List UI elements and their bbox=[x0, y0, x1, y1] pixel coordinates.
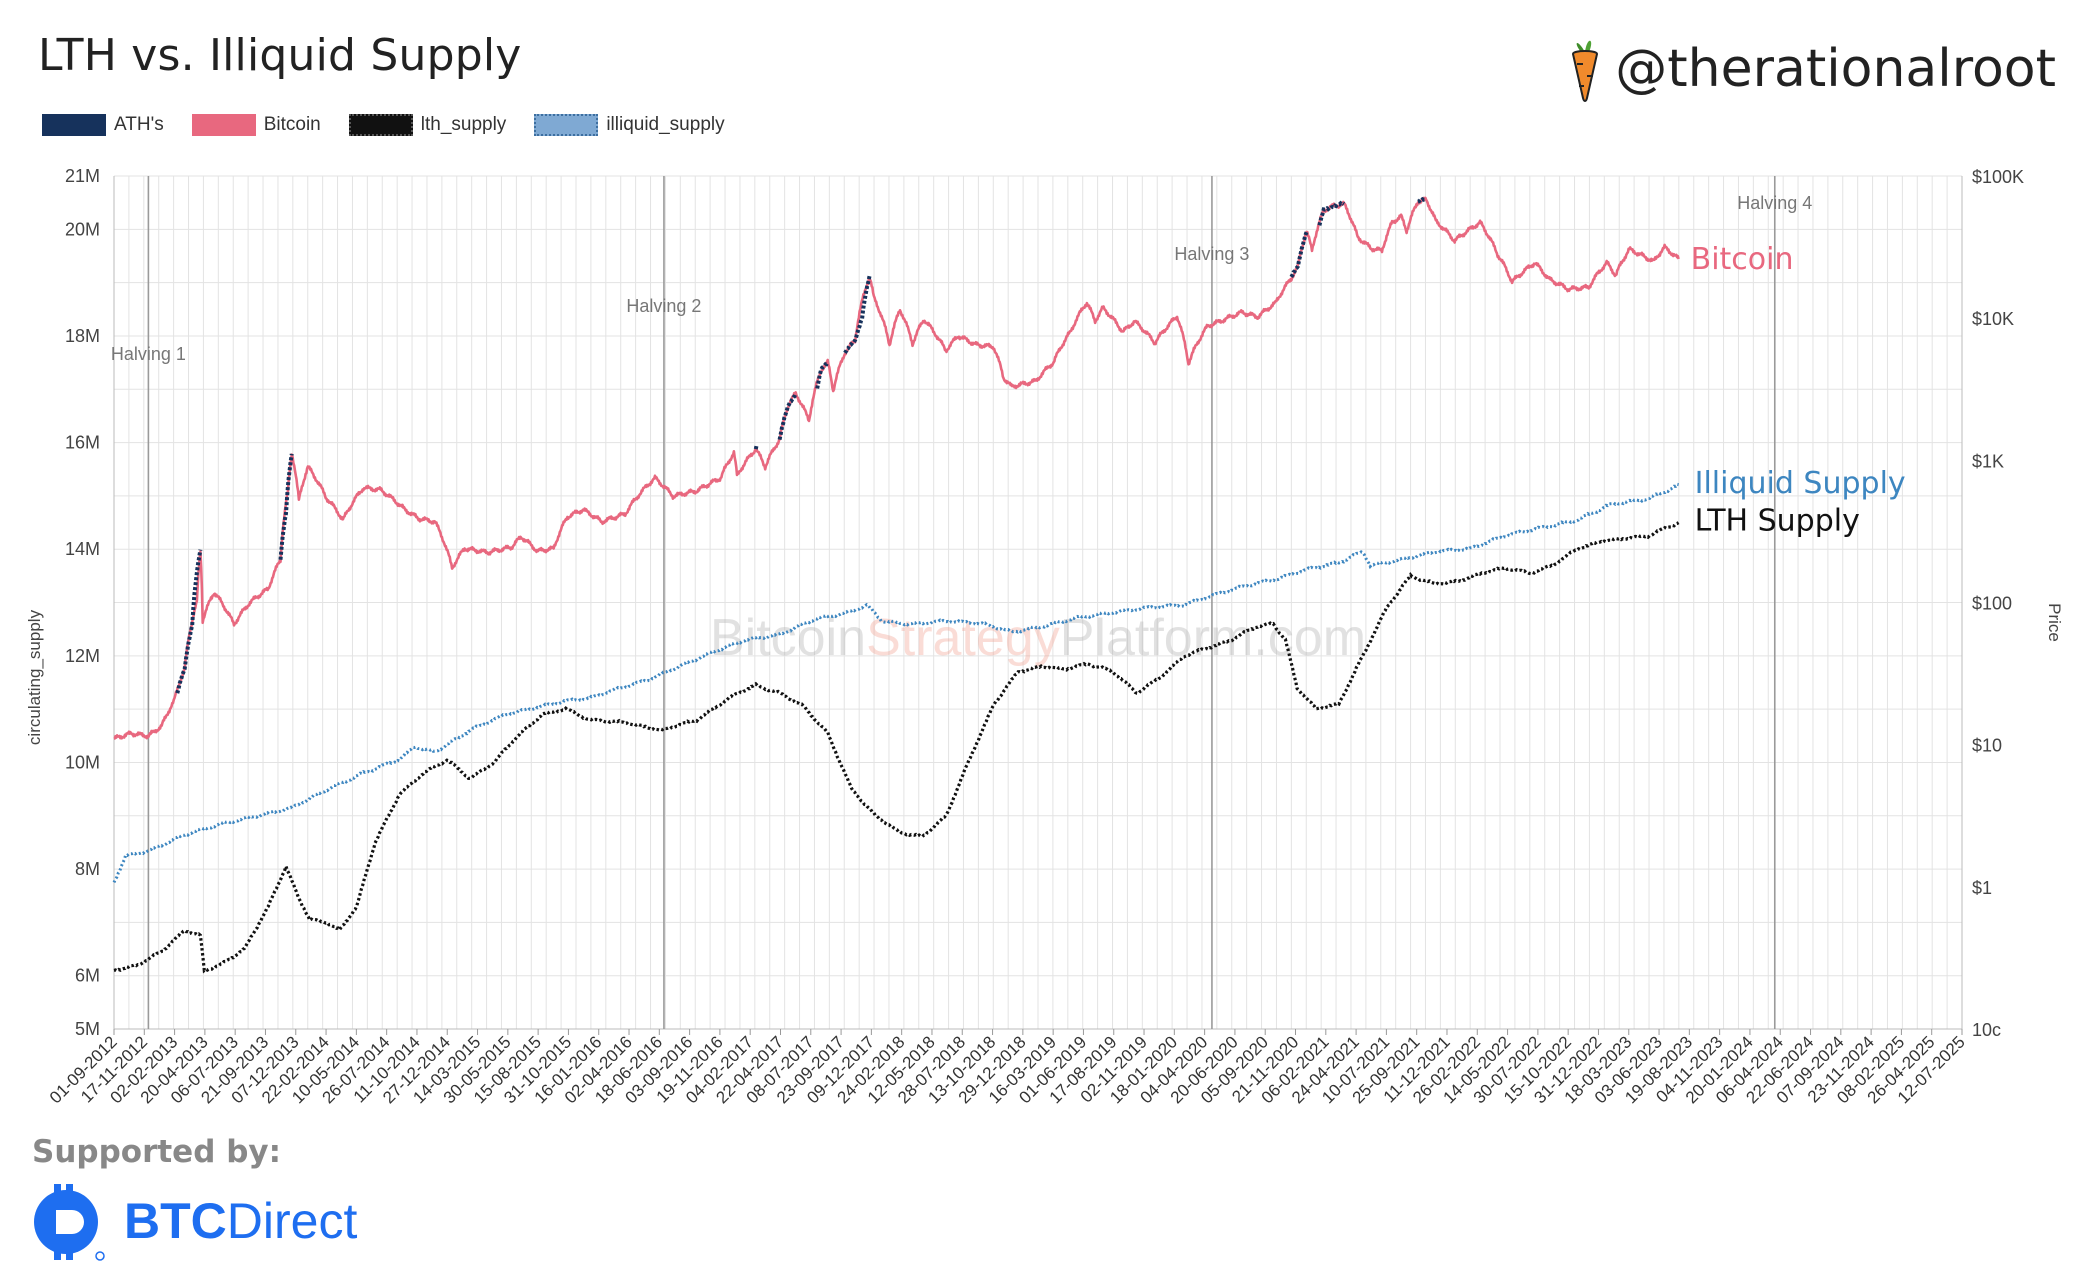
series-line-ath bbox=[1289, 231, 1309, 278]
series-line-ath bbox=[843, 275, 872, 355]
legend-swatch-ath bbox=[42, 114, 106, 136]
legend-label-illiquid-supply: illiquid_supply bbox=[606, 114, 725, 135]
halving-label: Halving 4 bbox=[1737, 193, 1812, 213]
y-left-tick-label: 12M bbox=[65, 646, 100, 666]
brand-name-rest: Direct bbox=[226, 1193, 358, 1249]
y-left-tick-label: 6M bbox=[75, 966, 100, 986]
y-left-tick-label: 18M bbox=[65, 326, 100, 346]
series-end-label-illiquid-supply: Illiquid Supply bbox=[1695, 466, 1906, 501]
y-left-tick-label: 20M bbox=[65, 219, 100, 239]
author-handle: @therationalroot bbox=[1567, 36, 2056, 102]
handle-text: @therationalroot bbox=[1615, 39, 2056, 99]
halving-label: Halving 3 bbox=[1174, 244, 1249, 264]
series-line-ath bbox=[815, 361, 830, 389]
y-right-tick-label: $100K bbox=[1972, 167, 2024, 187]
y-left-tick-label: 10M bbox=[65, 752, 100, 772]
legend-swatch-illiquid-supply bbox=[534, 114, 599, 136]
series-line-ath bbox=[753, 444, 759, 450]
bitcoin-b-icon bbox=[34, 1184, 105, 1261]
y-right-tick-label: $10K bbox=[1972, 309, 2014, 329]
supported-by-label: Supported by: bbox=[32, 1134, 281, 1170]
series-end-label-lth-supply: LTH Supply bbox=[1695, 504, 1860, 539]
y-right-axis-title: Price bbox=[2045, 603, 2064, 642]
y-right-tick-label: $1 bbox=[1972, 878, 1992, 898]
watermark: BitcoinStrategyPlatform.com bbox=[710, 609, 1366, 667]
y-right-tick-label: $100 bbox=[1972, 594, 2012, 614]
series-line-bitcoin bbox=[113, 196, 1680, 740]
legend-swatch-bitcoin bbox=[191, 114, 256, 136]
y-left-axis-title: circulating_supply bbox=[25, 609, 44, 745]
series-line-illiquid-supply bbox=[112, 482, 1679, 884]
y-right-tick-label: 10c bbox=[1972, 1020, 2001, 1040]
legend-label-lth-supply: lth_supply bbox=[420, 114, 507, 135]
y-left-tick-label: 16M bbox=[65, 433, 100, 453]
halving-label: Halving 1 bbox=[111, 344, 186, 364]
legend-item-lth-supply[interactable]: lth_supply bbox=[348, 114, 507, 136]
legend-label-bitcoin: Bitcoin bbox=[263, 114, 321, 135]
watermark-part-1: Bitcoin bbox=[710, 609, 866, 667]
series-line-ath bbox=[278, 453, 294, 560]
brand-name: BTCDirect bbox=[124, 1192, 357, 1250]
y-left-tick-label: 21M bbox=[65, 166, 100, 186]
series-line-ath bbox=[1317, 200, 1346, 226]
watermark-part-3: Platform.com bbox=[1060, 609, 1366, 667]
y-right-tick-label: $1K bbox=[1972, 451, 2004, 471]
series-line-ath bbox=[175, 549, 203, 694]
brand-logo: BTCDirect bbox=[30, 1180, 357, 1262]
carrot-icon bbox=[1572, 40, 1599, 102]
y-right-tick-label: $10 bbox=[1972, 736, 2002, 756]
halving-label: Halving 2 bbox=[626, 296, 701, 316]
legend-item-ath[interactable]: ATH's bbox=[42, 114, 164, 136]
series-line-ath bbox=[777, 392, 798, 440]
grid-lines bbox=[113, 175, 1963, 1030]
series-line-lth-supply bbox=[113, 521, 1680, 974]
series-end-label-bitcoin: Bitcoin bbox=[1691, 242, 1794, 277]
y-left-tick-label: 8M bbox=[75, 859, 100, 879]
brand-name-bold: BTC bbox=[124, 1193, 227, 1249]
chart-legend: ATH's Bitcoin lth_supply illiquid_supply bbox=[42, 114, 739, 136]
legend-item-illiquid-supply[interactable]: illiquid_supply bbox=[534, 114, 725, 136]
watermark-part-2: Strategy bbox=[866, 609, 1060, 667]
legend-item-bitcoin[interactable]: Bitcoin bbox=[191, 114, 321, 136]
legend-label-ath: ATH's bbox=[114, 114, 164, 135]
series-line-ath bbox=[1417, 196, 1427, 204]
y-left-tick-label: 5M bbox=[75, 1019, 100, 1039]
page-title: LTH vs. Illiquid Supply bbox=[38, 30, 522, 81]
y-left-tick-label: 14M bbox=[65, 539, 100, 559]
legend-swatch-lth-supply bbox=[348, 114, 413, 136]
